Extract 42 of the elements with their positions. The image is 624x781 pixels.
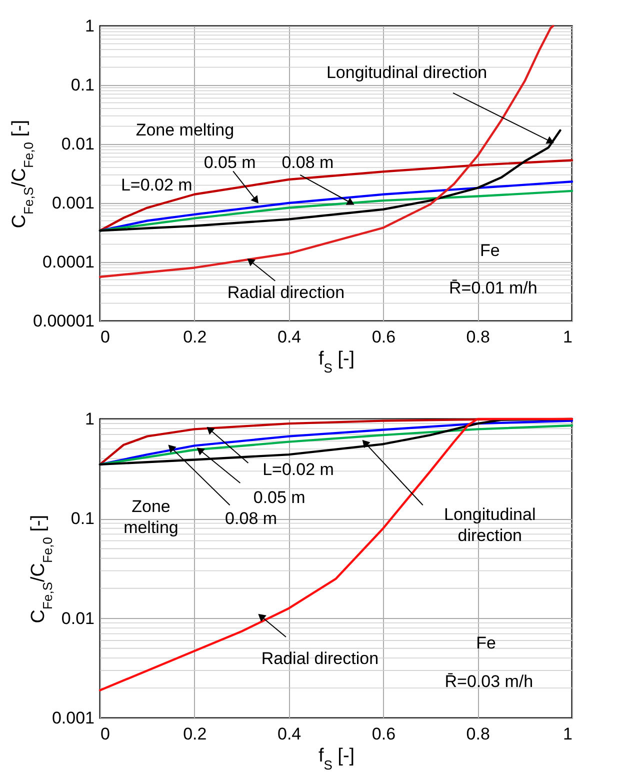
y-tick-label: 0.01 <box>61 608 94 628</box>
x-tick-label: 0.2 <box>183 328 207 346</box>
x-tick-label: 1 <box>563 328 572 346</box>
annotation: Longitudinal direction <box>326 63 488 82</box>
x-tick-label: 0 <box>100 724 110 744</box>
annotation: R̄=0.03 m/h <box>444 672 534 692</box>
y-tick-label: 0.001 <box>52 708 94 728</box>
y-tick-label: 0.1 <box>70 509 94 528</box>
annotation: Zone melting <box>124 496 178 537</box>
y-tick-label: 0.01 <box>61 134 94 154</box>
y-tick-label: 1 <box>85 410 94 428</box>
annotation: 0.08 m <box>282 153 334 172</box>
annotation: 0.05 m <box>204 153 256 172</box>
annotation: Radial direction <box>227 282 345 302</box>
x-tick-label: 1 <box>563 724 572 744</box>
x-tick-label: 0.4 <box>277 724 302 744</box>
annotation: L=0.02 m <box>120 175 192 194</box>
annotation: Radial direction <box>261 649 379 668</box>
line-series <box>98 180 574 232</box>
x-tick-label: 0.6 <box>372 328 396 346</box>
y-tick-label: 0.00001 <box>33 312 94 330</box>
y-tick-label: 0.0001 <box>42 252 94 272</box>
annotation: Fe <box>480 241 500 260</box>
x-axis-title: f$_{S}$ [-] <box>318 746 355 772</box>
y-tick-label: 1 <box>85 16 94 36</box>
x-tick-label: 0.8 <box>466 724 490 744</box>
x-tick-label: 0.6 <box>372 724 396 744</box>
x-tick-label: 0 <box>100 328 110 346</box>
x-tick-label: 0.4 <box>277 328 302 346</box>
annotation: R̄=0.01 m/h <box>448 278 538 298</box>
line-series <box>98 24 554 278</box>
annotation: 0.05 m <box>253 488 306 507</box>
annotation: Fe <box>476 633 496 652</box>
y-tick-label: 0.1 <box>70 76 94 94</box>
x-tick-label: 0.2 <box>183 724 207 744</box>
annotation: Longitudinal direction <box>444 504 536 545</box>
annotation: 0.08 m <box>225 508 278 528</box>
y-tick-label: 0.001 <box>52 194 94 212</box>
annotation: L=0.02 m <box>262 460 334 479</box>
x-tick-label: 0.8 <box>466 328 490 346</box>
annotation: Zone melting <box>136 120 234 140</box>
x-axis-title: f$_{S}$ [-] <box>318 348 355 375</box>
